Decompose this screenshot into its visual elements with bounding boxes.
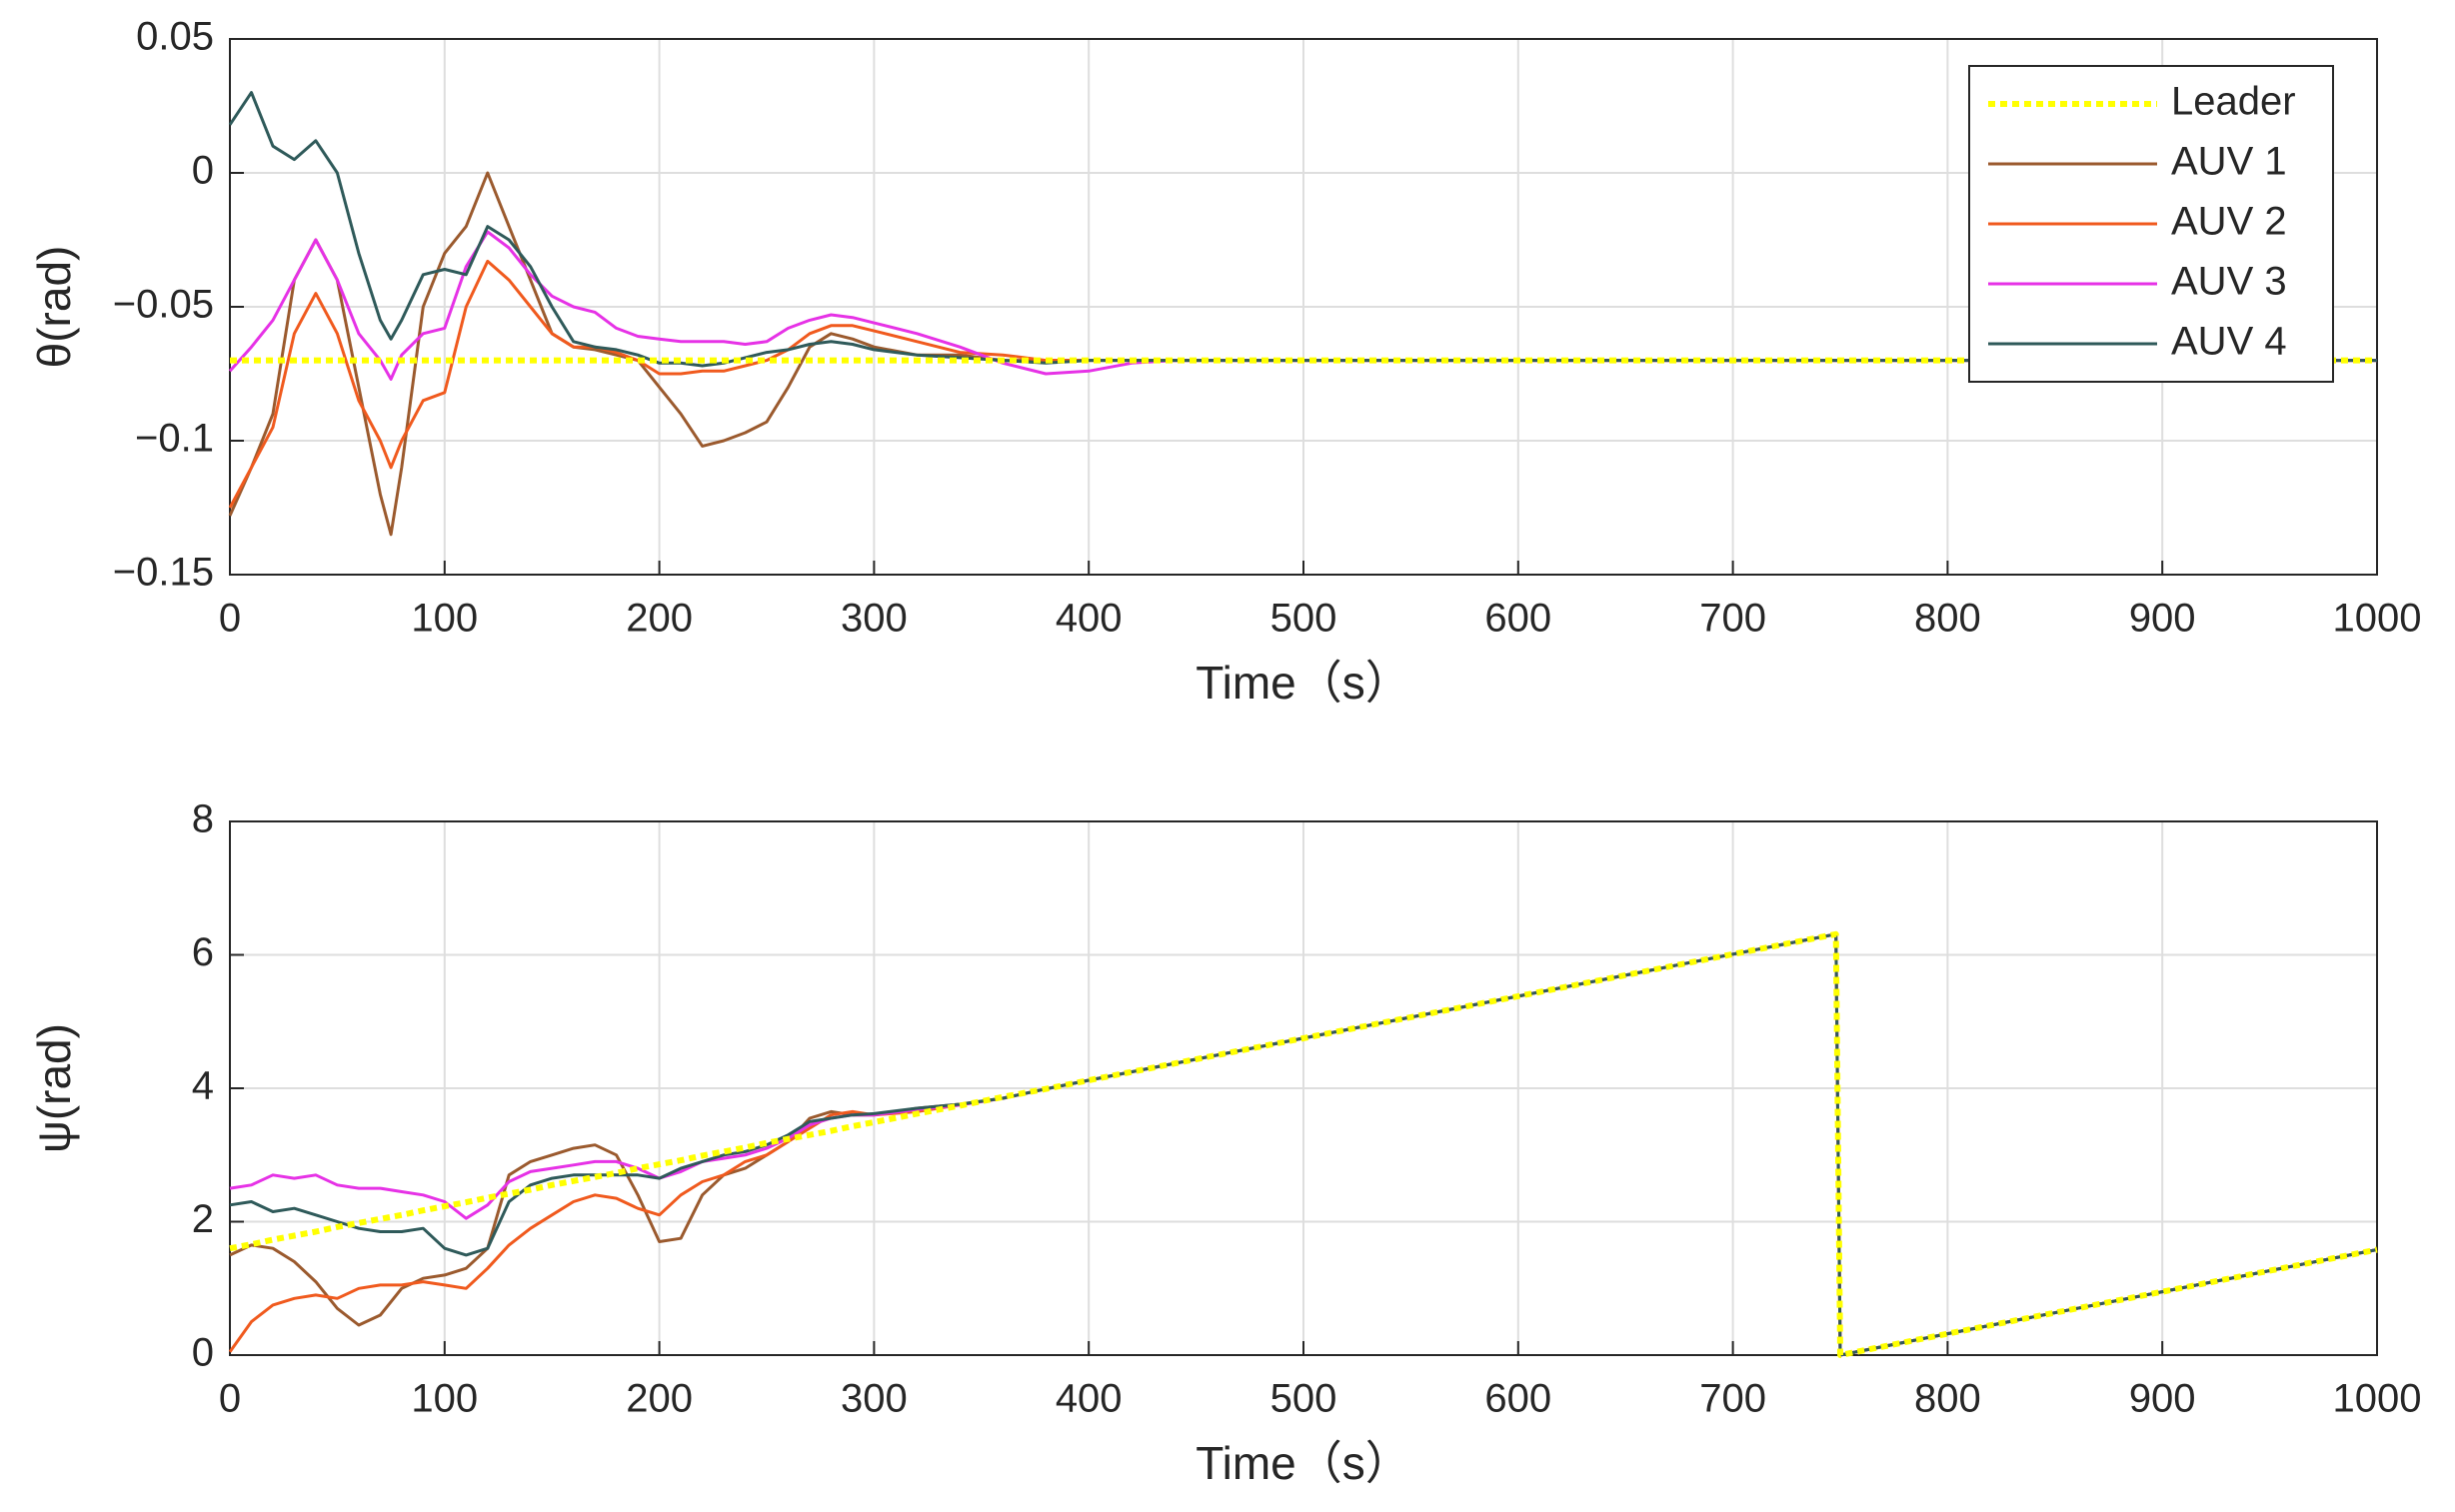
- y-axis-label: θ(rad): [28, 246, 80, 369]
- x-tick-label: 1000: [2333, 597, 2422, 641]
- x-tick-label: 700: [1699, 1377, 1766, 1421]
- y-tick-label: 0: [192, 1331, 214, 1375]
- y-tick-label: −0.15: [113, 551, 214, 595]
- x-tick-label: 300: [841, 597, 908, 641]
- y-tick-label: −0.1: [135, 417, 214, 461]
- x-tick-label: 0: [219, 1377, 241, 1421]
- y-tick-label: −0.05: [113, 283, 214, 327]
- x-tick-label: 600: [1484, 1377, 1551, 1421]
- x-tick-label: 100: [411, 1377, 478, 1421]
- y-tick-label: 2: [192, 1197, 214, 1241]
- plot-frame: [229, 820, 2378, 1356]
- x-tick-label: 0: [219, 597, 241, 641]
- x-tick-label: 200: [626, 1377, 693, 1421]
- y-tick-label: 0.05: [136, 15, 214, 59]
- y-tick-label: 8: [192, 797, 214, 841]
- x-tick-label: 800: [1914, 1377, 1981, 1421]
- x-tick-label: 500: [1270, 597, 1337, 641]
- legend-label: AUV 3: [2171, 260, 2287, 304]
- x-tick-label: 200: [626, 597, 693, 641]
- plot-frame: [229, 38, 2378, 576]
- x-tick-label: 900: [2129, 597, 2196, 641]
- x-tick-label: 1000: [2333, 1377, 2422, 1421]
- x-tick-label: 700: [1699, 597, 1766, 641]
- x-axis-label: Time（s）: [1196, 1437, 1411, 1489]
- series-line: [229, 930, 2378, 1358]
- chart: 0 100 200 300 400 500 600 700 800 900 1000 −0.15 −0.…: [28, 15, 2421, 710]
- x-tick-label: 500: [1270, 1377, 1337, 1421]
- x-tick-label: 100: [411, 597, 478, 641]
- x-tick-label: 800: [1914, 597, 1981, 641]
- series-line: [228, 230, 2377, 381]
- y-tick-label: 6: [192, 930, 214, 974]
- x-tick-label: 900: [2129, 1377, 2196, 1421]
- chart: 0 100 200 300 400 500 600 700 800 900 1000 0 2 4 6 8 Tim…: [28, 797, 2421, 1490]
- y-axis-label: ψ(rad): [28, 1023, 80, 1153]
- legend-label: AUV 4: [2171, 320, 2287, 364]
- legend-label: Leader: [2171, 80, 2296, 124]
- y-tick-label: 4: [192, 1064, 214, 1108]
- legend-label: AUV 2: [2171, 200, 2287, 244]
- x-tick-label: 600: [1484, 597, 1551, 641]
- x-tick-label: 400: [1056, 597, 1123, 641]
- x-tick-label: 400: [1056, 1377, 1123, 1421]
- y-tick-label: 0: [192, 149, 214, 193]
- x-axis-label: Time（s）: [1196, 657, 1411, 709]
- x-tick-label: 300: [841, 1377, 908, 1421]
- legend-label: AUV 1: [2171, 140, 2287, 184]
- series-line: [228, 91, 2377, 368]
